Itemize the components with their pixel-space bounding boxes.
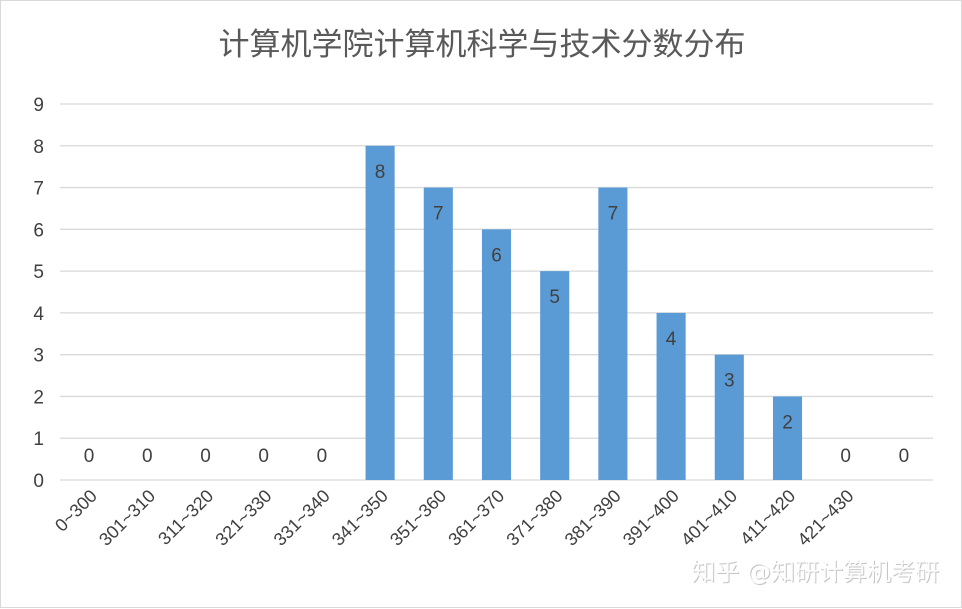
y-axis-ticks: 0 1 2 3 4 5 6 7 8 9 <box>33 95 44 492</box>
y-tick-label: 4 <box>33 304 44 325</box>
data-label: 3 <box>724 371 735 392</box>
data-labels: 0 0 0 0 0 8 7 6 5 7 4 3 2 0 0 <box>84 162 909 467</box>
data-label: 0 <box>840 446 851 467</box>
x-tick-label: 401~410 <box>677 486 741 550</box>
bar <box>598 187 628 481</box>
y-tick-label: 9 <box>33 95 44 116</box>
data-label: 2 <box>782 412 793 433</box>
data-label: 0 <box>200 446 211 467</box>
bar <box>714 354 744 480</box>
x-tick-label: 371~380 <box>502 486 566 550</box>
watermark: 知乎 @知研计算机考研 知乎 @知研计算机考研 <box>691 558 940 587</box>
chart-title: 计算机学院计算机科学与技术分数分布 <box>219 27 746 63</box>
x-tick-label: 341~350 <box>328 486 392 550</box>
watermark-text: 知乎 @知研计算机考研 <box>691 558 939 586</box>
data-label: 4 <box>666 329 677 350</box>
x-tick-label: 421~430 <box>793 486 857 550</box>
y-tick-label: 2 <box>33 387 44 408</box>
x-tick-label: 411~420 <box>736 486 799 549</box>
y-tick-label: 8 <box>33 137 44 158</box>
x-tick-label: 301~310 <box>95 486 159 550</box>
y-tick-label: 6 <box>33 220 44 241</box>
data-label: 0 <box>317 446 328 467</box>
bar <box>365 145 395 480</box>
x-tick-label: 351~360 <box>386 486 450 550</box>
y-tick-label: 0 <box>33 471 44 492</box>
y-tick-label: 1 <box>33 429 44 450</box>
data-label: 8 <box>375 162 386 183</box>
bar <box>772 396 803 480</box>
x-tick-label: 0~300 <box>51 486 101 536</box>
data-label: 0 <box>899 446 910 467</box>
data-label: 7 <box>608 204 619 225</box>
y-tick-label: 3 <box>33 346 44 367</box>
y-tick-label: 5 <box>33 262 44 283</box>
data-label: 5 <box>549 287 560 308</box>
x-tick-label: 331~340 <box>270 486 334 550</box>
x-tick-label: 311~320 <box>154 486 217 549</box>
data-label: 0 <box>84 446 95 467</box>
data-label: 7 <box>433 204 444 225</box>
data-label: 0 <box>142 446 153 467</box>
bar <box>540 271 570 480</box>
x-tick-label: 321~330 <box>211 486 275 550</box>
data-label: 0 <box>258 446 269 467</box>
bars <box>365 145 803 481</box>
x-tick-label: 381~390 <box>561 486 625 550</box>
bar <box>656 312 686 480</box>
bar <box>423 187 453 481</box>
x-tick-label: 361~370 <box>444 486 508 550</box>
x-axis-ticks: 0~300301~310311~320321~330331~340341~350… <box>51 486 857 550</box>
bar <box>481 229 512 480</box>
x-tick-label: 391~400 <box>619 486 683 550</box>
y-tick-label: 7 <box>33 179 44 200</box>
watermark-shadow: 知乎 @知研计算机考研 <box>692 559 940 587</box>
data-label: 6 <box>491 245 502 266</box>
